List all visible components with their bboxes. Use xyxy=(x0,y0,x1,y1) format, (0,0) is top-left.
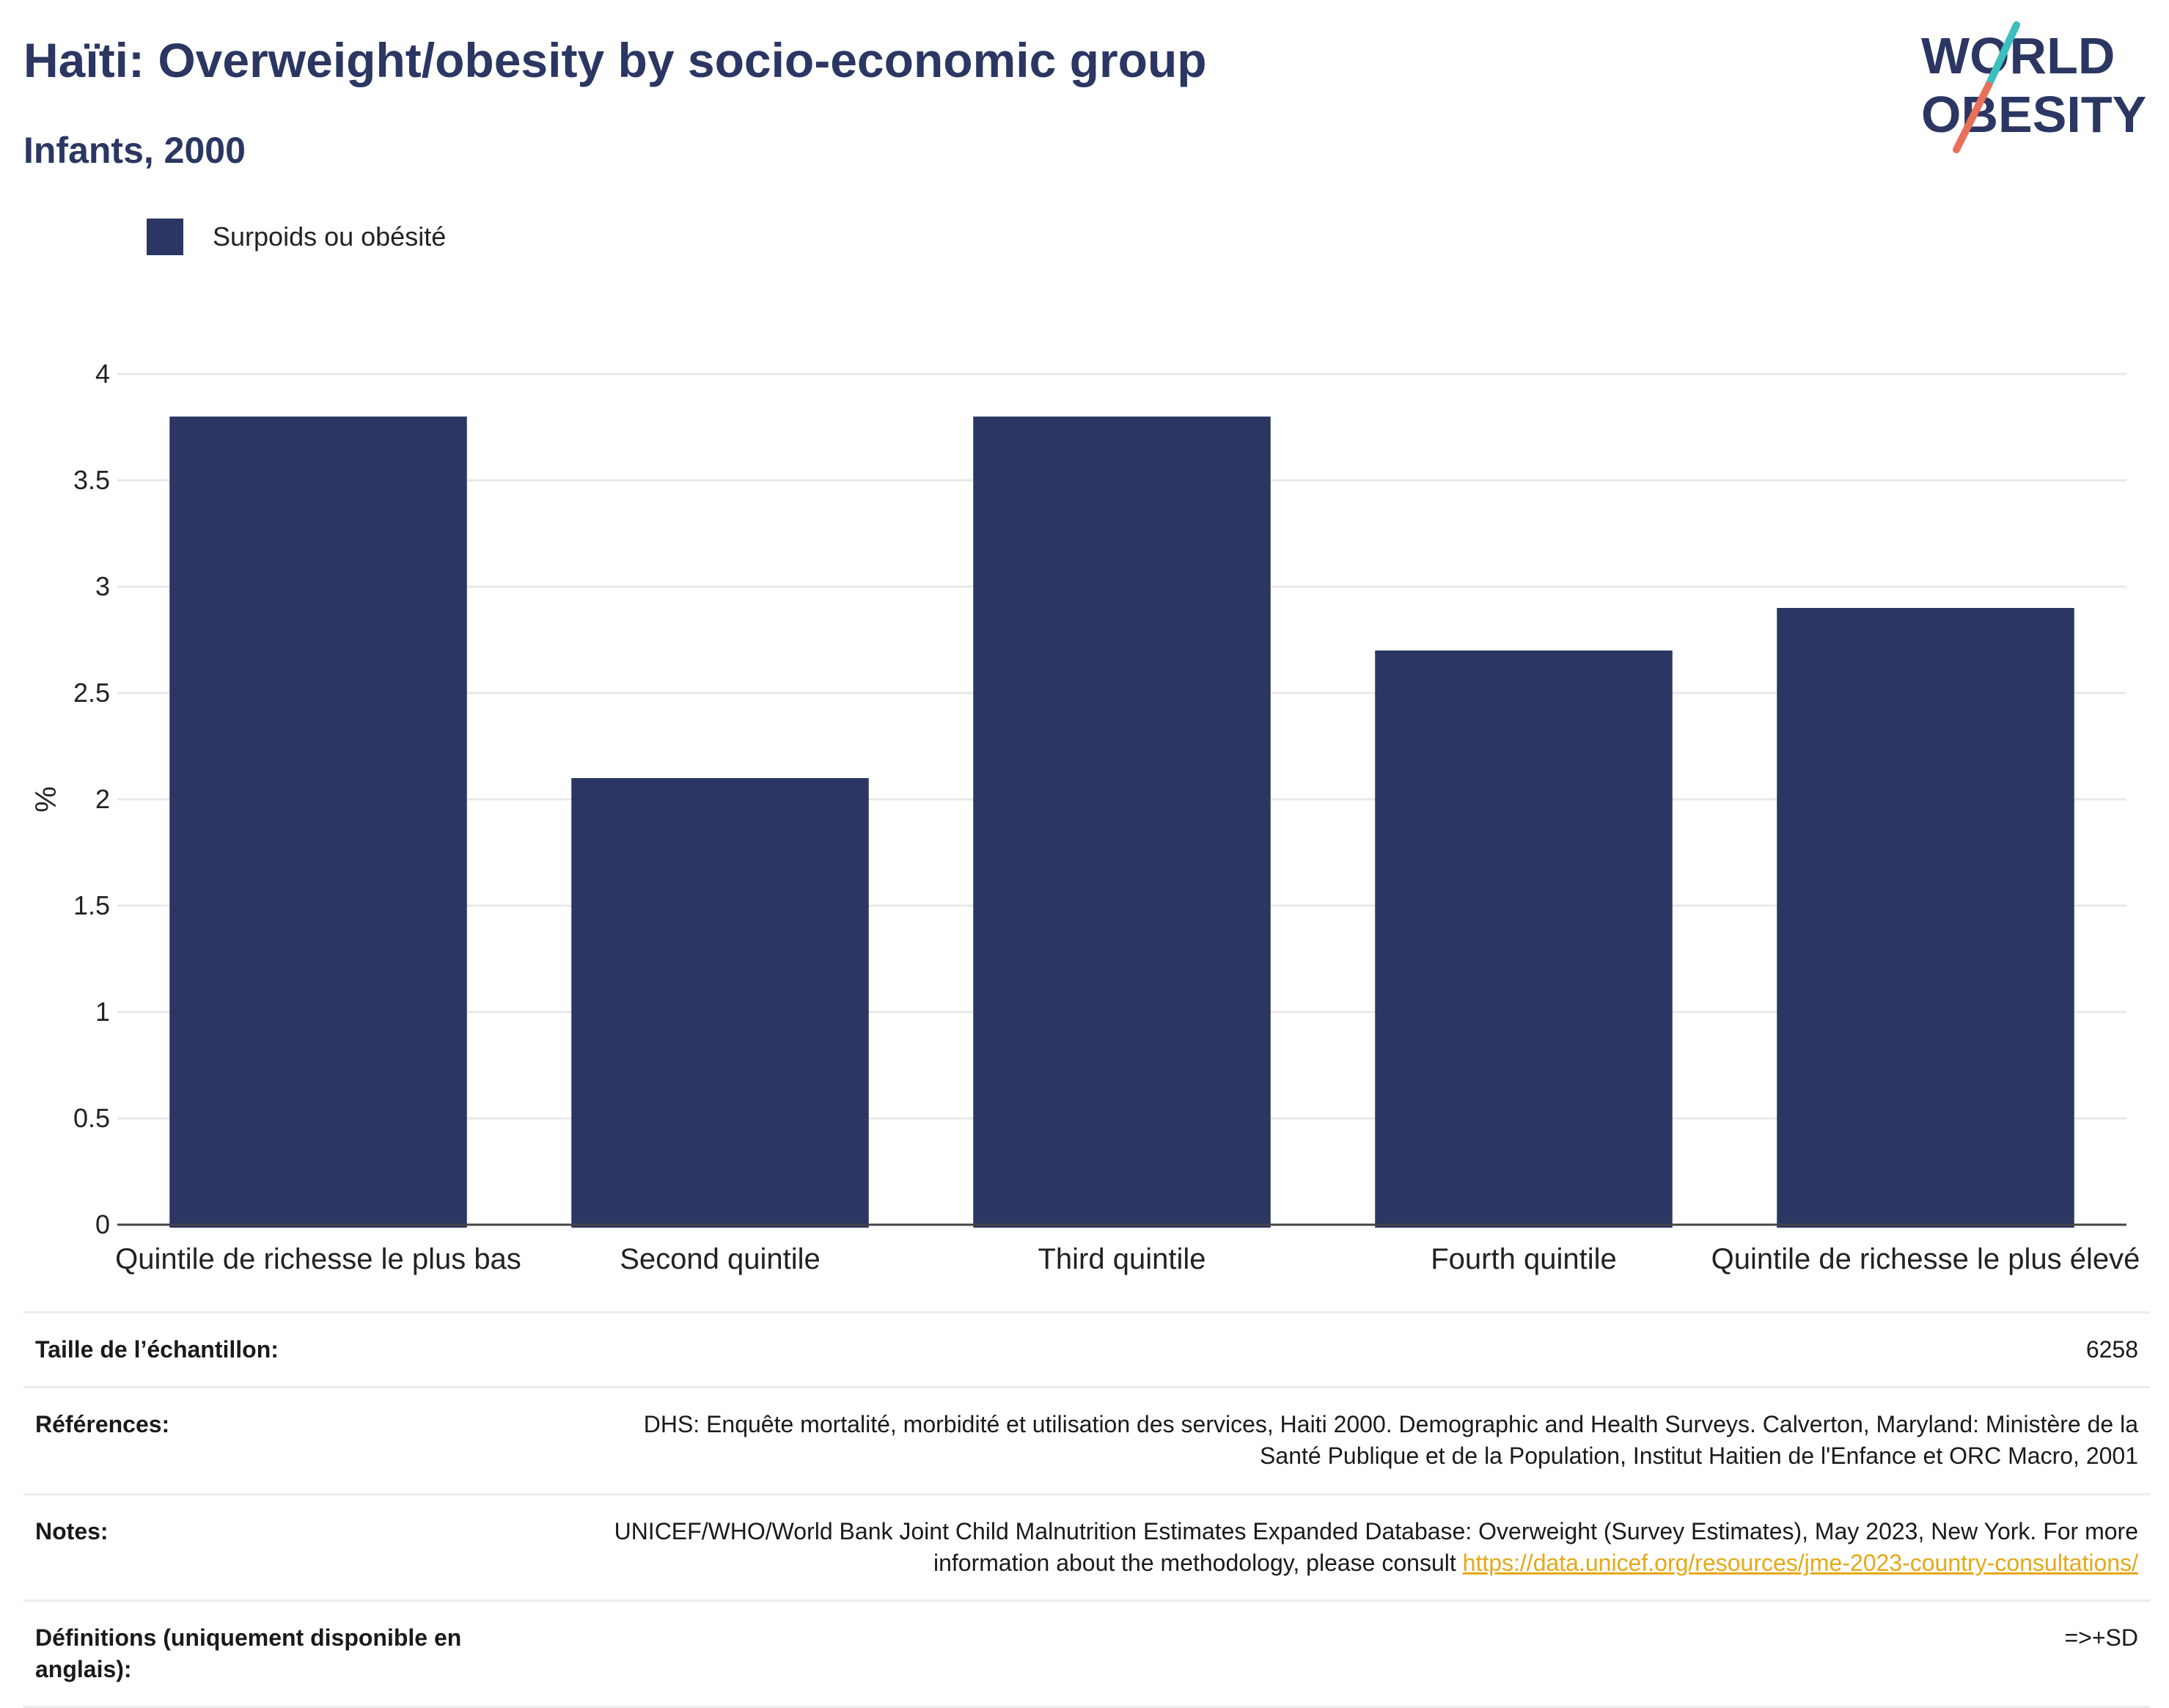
meta-row-sample: Taille de l’échantillon: 6258 xyxy=(23,1311,2150,1386)
logo-slash-bottom xyxy=(1953,81,1992,153)
world-obesity-logo: WORLD OBESITY xyxy=(1921,21,2146,153)
notes-link[interactable]: https://data.unicef.org/resources/jme-20… xyxy=(1462,1549,2138,1576)
x-tick-labels: Quintile de richesse le plus bas Second q… xyxy=(115,1243,2140,1275)
references-value: DHS: Enquête mortalité, morbidité et uti… xyxy=(643,1411,2138,1470)
bar-chart: 0 0.5 1 1.5 2 2.5 3 3.5 4 Quintile de richesse l… xyxy=(30,359,2140,1275)
bar xyxy=(973,417,1271,1228)
y-tick-label: 4 xyxy=(95,359,110,389)
bar xyxy=(1777,608,2074,1228)
legend: Surpoids ou obésité xyxy=(147,219,446,255)
logo-line2: OBESITY xyxy=(1921,86,2146,143)
y-tick-label: 0 xyxy=(95,1209,110,1239)
x-tick-label: Quintile de richesse le plus bas xyxy=(115,1243,521,1275)
definitions-value: =>+SD xyxy=(2064,1624,2138,1651)
notes-value: UNICEF/WHO/World Bank Joint Child Malnut… xyxy=(598,1516,2138,1579)
bars xyxy=(169,417,2074,1228)
page-subtitle: Infants, 2000 xyxy=(23,130,246,171)
bar xyxy=(1375,650,1673,1228)
y-tick-label: 3.5 xyxy=(73,465,110,495)
references-label: Références: xyxy=(35,1411,170,1438)
logo-slash-top xyxy=(1985,21,2020,89)
y-tick-label: 1 xyxy=(95,997,110,1027)
definitions-label: Définitions (uniquement disponible en an… xyxy=(35,1624,462,1683)
logo-line1: WORLD xyxy=(1921,27,2115,84)
y-tick-label: 1.5 xyxy=(73,890,110,920)
meta-row-notes: Notes: UNICEF/WHO/World Bank Joint Child… xyxy=(23,1492,2150,1599)
meta-row-references: Références: DHS: Enquête mortalité, morb… xyxy=(23,1386,2150,1492)
sample-size-value: 6258 xyxy=(2085,1336,2138,1363)
page-title: Haïti: Overweight/obesity by socio-econo… xyxy=(23,33,1207,87)
y-tick-label: 3 xyxy=(95,571,110,601)
y-tick-labels: 0 0.5 1 1.5 2 2.5 3 3.5 4 xyxy=(73,359,110,1239)
x-tick-label: Quintile de richesse le plus élevé xyxy=(1711,1243,2140,1275)
x-tick-label: Second quintile xyxy=(620,1243,821,1275)
notes-text: UNICEF/WHO/World Bank Joint Child Malnut… xyxy=(614,1517,2138,1576)
bar xyxy=(571,778,869,1228)
y-tick-label: 0.5 xyxy=(73,1103,110,1133)
sample-size-label: Taille de l’échantillon: xyxy=(35,1336,279,1363)
meta-row-definitions: Définitions (uniquement disponible en an… xyxy=(23,1599,2150,1708)
metadata-table: Taille de l’échantillon: 6258 Références… xyxy=(23,1311,2150,1708)
x-tick-label: Third quintile xyxy=(1038,1243,1205,1275)
y-tick-label: 2.5 xyxy=(73,678,110,708)
y-axis-label: % xyxy=(30,786,62,813)
legend-label: Surpoids ou obésité xyxy=(213,221,447,252)
legend-swatch xyxy=(147,219,183,255)
y-tick-label: 2 xyxy=(95,784,110,814)
x-tick-label: Fourth quintile xyxy=(1431,1243,1616,1275)
bar xyxy=(169,417,467,1228)
notes-label: Notes: xyxy=(35,1517,109,1544)
